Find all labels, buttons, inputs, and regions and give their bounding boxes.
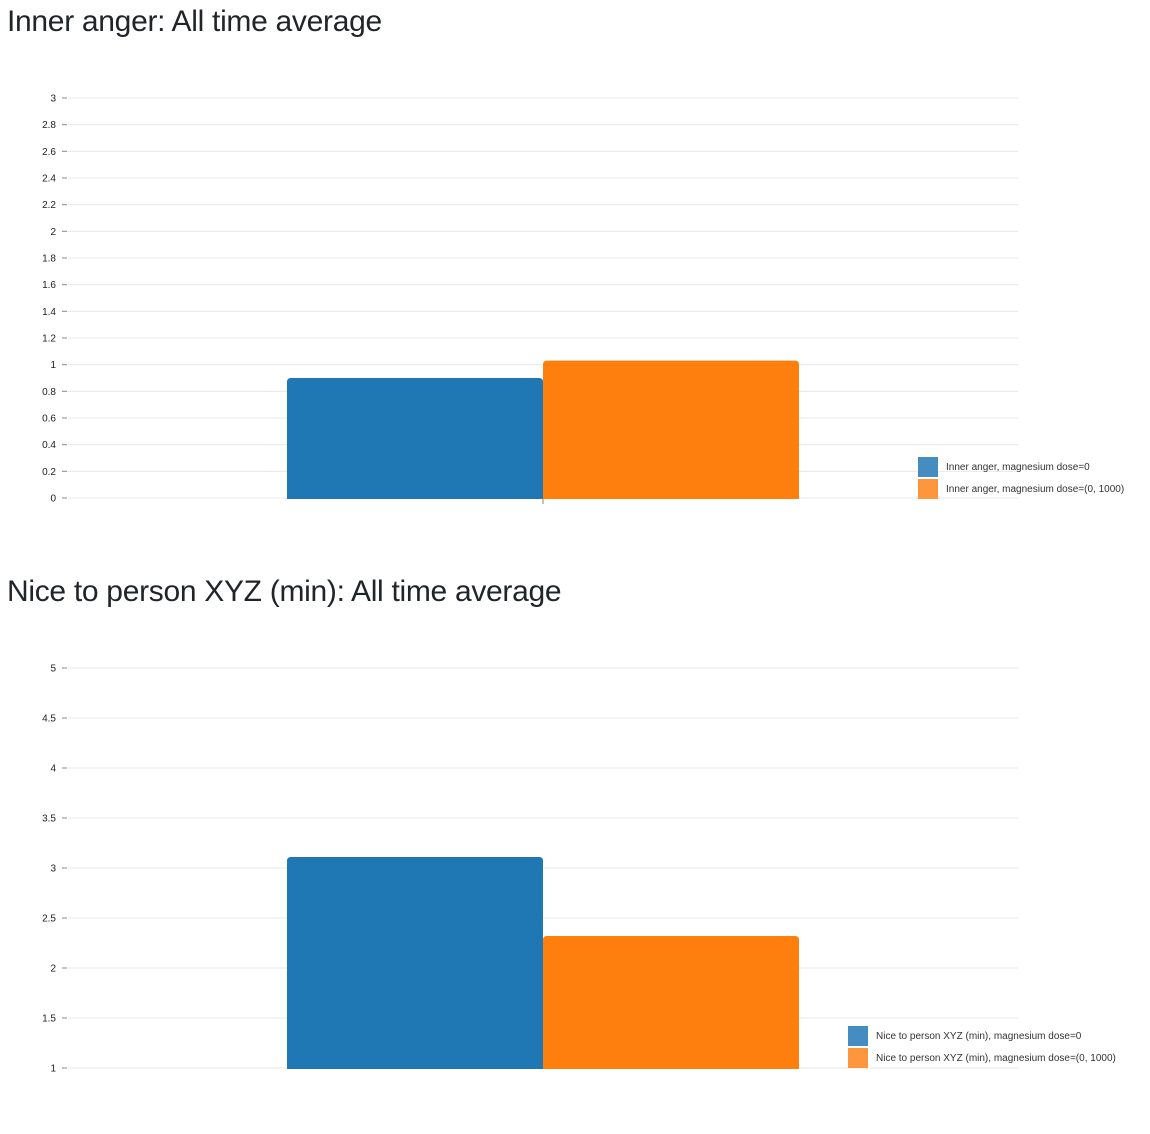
y-tick-label: 3 — [50, 864, 56, 875]
y-tick-label: 1 — [50, 1064, 56, 1075]
y-tick-label: 2.6 — [42, 147, 56, 158]
bar-series-0 — [287, 378, 543, 499]
y-tick-label: 3.5 — [42, 814, 56, 825]
legend-swatch-0 — [848, 1026, 868, 1046]
bar-series-0 — [287, 857, 543, 1069]
chart-nice-to-person: Nice to person XYZ (min): All time avera… — [0, 570, 1150, 1110]
legend-label-0: Nice to person XYZ (min), magnesium dose… — [876, 1031, 1082, 1042]
y-tick-label: 2.8 — [42, 120, 56, 131]
y-tick-label: 1.5 — [42, 1014, 56, 1025]
legend-swatch-1 — [848, 1048, 868, 1068]
y-tick-label: 1.6 — [42, 280, 56, 291]
y-tick-label: 0.4 — [42, 440, 56, 451]
y-tick-label: 0.8 — [42, 387, 56, 398]
y-tick-label: 1.4 — [42, 307, 56, 318]
bar-chart-nice-to-person: 1 1.5 2 2.5 3 3.5 4 4.5 5 Nice to person XYZ (min… — [42, 664, 1116, 1075]
bar-series-1 — [543, 936, 799, 1069]
y-tick-label: 4 — [50, 764, 56, 775]
y-tick-label: 4.5 — [42, 714, 56, 725]
y-tick-label: 2.4 — [42, 174, 56, 185]
chart-inner-anger: Inner anger: All time average 0 0.2 0.4 0.6… — [0, 0, 1150, 540]
y-tick-label: 0.2 — [42, 467, 56, 478]
y-tick-label: 2.5 — [42, 914, 56, 925]
bar-chart-inner-anger: 0 0.2 0.4 0.6 0.8 1 1.2 1.4 1.6 1.8 2 2.2 2.4 2.6 2.8 3… — [42, 94, 1124, 505]
y-tick-label: 3 — [50, 94, 56, 105]
y-tick-label: 1 — [50, 360, 56, 371]
y-tick-label: 5 — [50, 664, 56, 675]
legend-label-0: Inner anger, magnesium dose=0 — [946, 462, 1090, 473]
chart-title: Nice to person XYZ (min): All time avera… — [7, 575, 562, 608]
legend-label-1: Inner anger, magnesium dose=(0, 1000) — [946, 484, 1124, 495]
y-tick-label: 0 — [50, 494, 56, 505]
y-tick-label: 1.2 — [42, 334, 56, 345]
legend-swatch-1 — [918, 479, 938, 499]
bar-series-1 — [543, 360, 799, 499]
y-tick-label: 2 — [50, 964, 56, 975]
legend-label-1: Nice to person XYZ (min), magnesium dose… — [876, 1053, 1116, 1064]
y-tick-label: 1.8 — [42, 254, 56, 265]
y-tick-label: 2 — [50, 227, 56, 238]
y-tick-label: 0.6 — [42, 414, 56, 425]
legend-swatch-0 — [918, 457, 938, 477]
chart-title: Inner anger: All time average — [7, 5, 382, 38]
y-tick-label: 2.2 — [42, 200, 56, 211]
